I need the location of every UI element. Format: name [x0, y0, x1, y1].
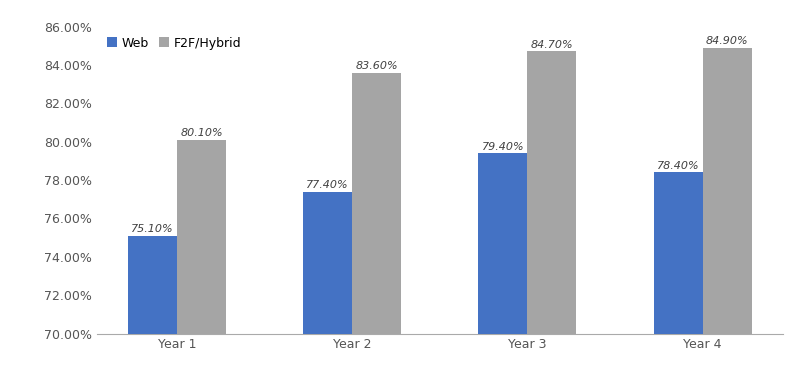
Bar — [479, 153, 528, 379]
Text: 84.90%: 84.90% — [706, 36, 748, 46]
Bar — [352, 73, 401, 379]
Text: 83.60%: 83.60% — [355, 61, 398, 71]
Text: 84.70%: 84.70% — [531, 40, 573, 50]
Text: 79.40%: 79.40% — [482, 142, 525, 152]
Bar — [703, 48, 751, 379]
Bar — [654, 172, 703, 379]
Bar — [128, 236, 177, 379]
Text: 75.10%: 75.10% — [132, 224, 174, 234]
Text: 77.40%: 77.40% — [307, 180, 349, 190]
Bar — [303, 191, 352, 379]
Text: 78.40%: 78.40% — [657, 161, 700, 171]
Text: 80.10%: 80.10% — [180, 128, 223, 138]
Bar — [528, 52, 576, 379]
Bar — [177, 140, 226, 379]
Legend: Web, F2F/Hybrid: Web, F2F/Hybrid — [103, 33, 245, 53]
